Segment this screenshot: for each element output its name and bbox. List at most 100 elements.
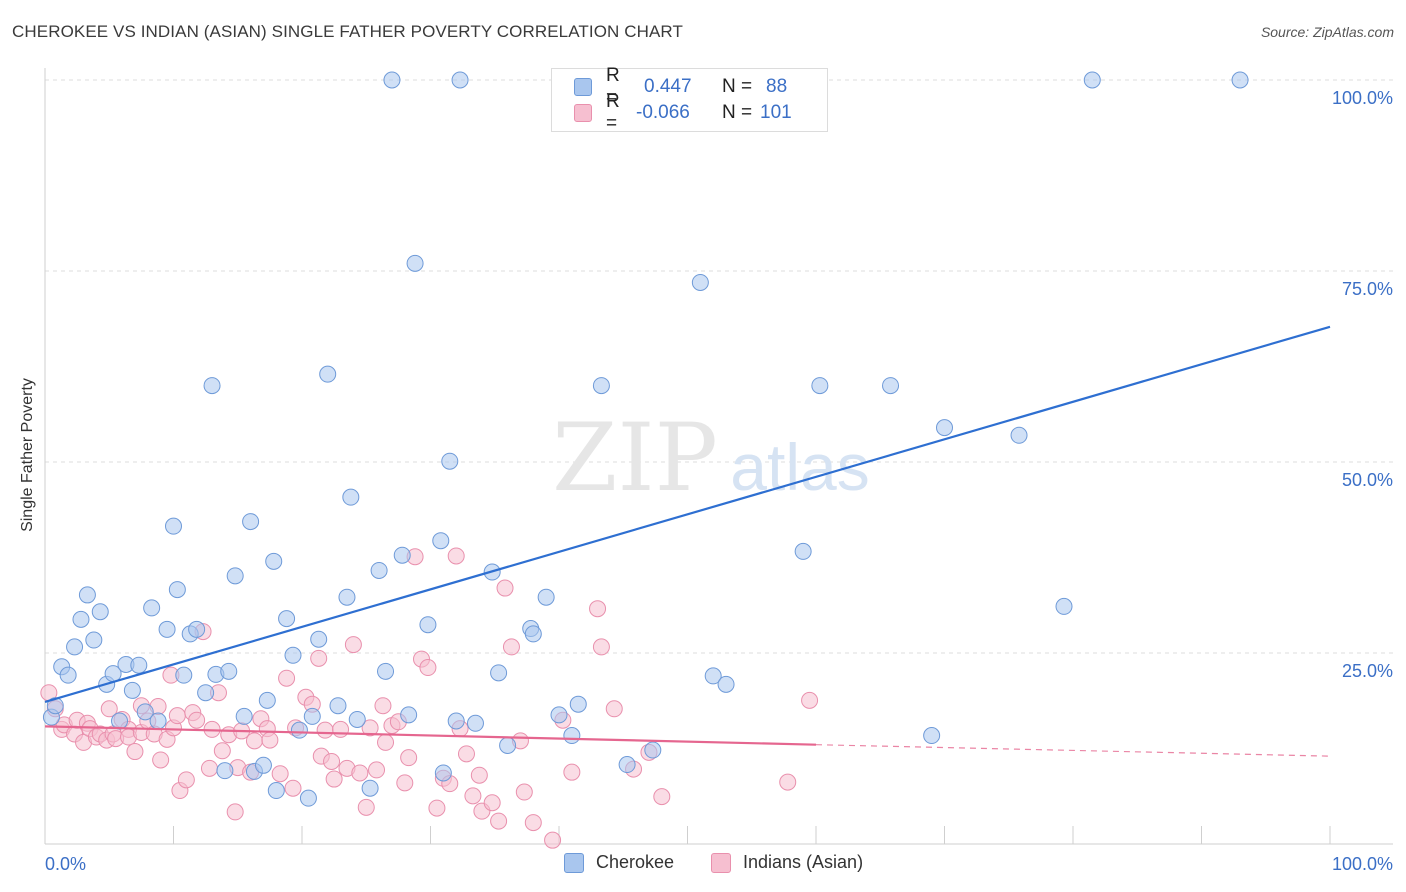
indian-asian-point	[213, 742, 231, 760]
cherokee-point	[400, 706, 418, 724]
x-tick-label: 0.0%	[45, 854, 86, 874]
indian-asian-point	[278, 669, 296, 687]
cherokee-point	[882, 377, 900, 395]
cherokee-points	[42, 71, 1249, 807]
indian-asian-point	[245, 732, 263, 750]
cherokee-point	[447, 712, 465, 730]
cherokee-point	[794, 542, 812, 560]
cherokee-point	[319, 365, 337, 383]
cherokee-point	[310, 630, 328, 648]
indian-asian-trend-extension	[815, 744, 1331, 757]
cherokee-point	[188, 620, 206, 638]
indian-asian-point	[126, 743, 144, 761]
indian-asian-point	[502, 638, 520, 656]
indian-asian-point	[100, 700, 118, 718]
indian-asian-point	[323, 752, 341, 770]
indian-swatch	[574, 104, 592, 122]
cherokee-point	[377, 662, 395, 680]
indian-asian-points	[40, 547, 819, 849]
indian-asian-point	[457, 745, 475, 763]
indian-asian-point	[271, 765, 289, 783]
cherokee-point	[220, 662, 238, 680]
indian-asian-point	[177, 771, 195, 789]
indian-asian-point	[361, 719, 379, 737]
cherokee-point	[226, 567, 244, 585]
cherokee-point	[85, 631, 103, 649]
cherokee-n-value: 88	[766, 76, 788, 97]
cherokee-point	[91, 603, 109, 621]
indian-asian-point	[261, 731, 279, 749]
cherokee-point	[242, 513, 260, 531]
cherokee-point	[338, 588, 356, 606]
indian-asian-point	[605, 700, 623, 718]
cherokee-point	[165, 517, 182, 535]
cherokee-point	[216, 762, 234, 780]
indian-legend-swatch	[711, 852, 731, 873]
indian-asian-point	[515, 783, 533, 801]
cherokee-point	[258, 691, 276, 709]
indian-asian-point	[351, 764, 369, 782]
cherokee-point	[175, 666, 193, 684]
cherokee-point	[66, 638, 84, 656]
cherokee-point	[267, 782, 285, 800]
gridlines	[45, 79, 1393, 654]
cherokee-point	[143, 599, 161, 617]
cherokee-point	[383, 71, 401, 89]
cherokee-point	[329, 697, 347, 715]
cherokee-point	[299, 789, 317, 807]
cherokee-point	[78, 586, 96, 604]
cherokee-point	[130, 656, 148, 674]
cherokee-swatch	[574, 78, 592, 96]
indian-asian-point	[226, 803, 244, 821]
cherokee-point	[550, 706, 568, 724]
cherokee-point	[290, 721, 308, 739]
cherokee-point	[618, 756, 636, 774]
indian-asian-point	[653, 788, 671, 806]
n-label: N =	[722, 102, 753, 123]
cherokee-point	[406, 254, 424, 272]
cherokee-point	[72, 610, 90, 628]
r-label: R =	[606, 91, 620, 134]
legend-item-indian[interactable]: Indians (Asian)	[711, 852, 863, 873]
cherokee-point	[434, 764, 452, 782]
indian-asian-trend-line	[44, 725, 817, 746]
source-label: Source: ZipAtlas.com	[1260, 24, 1394, 40]
indian-asian-point	[374, 697, 392, 715]
cherokee-point	[936, 419, 953, 437]
r-label: R =	[606, 65, 620, 108]
indian-asian-point	[377, 733, 395, 751]
indian-asian-point	[419, 659, 437, 677]
watermark-zip: ZIP	[552, 404, 718, 513]
cherokee-point	[499, 736, 517, 754]
indian-asian-point	[470, 766, 488, 784]
cherokee-legend-label: Cherokee	[596, 852, 675, 872]
y-axis-label: Single Father Poverty	[19, 378, 36, 532]
indian-asian-point	[447, 547, 465, 565]
indian-asian-point	[400, 749, 418, 767]
cherokee-point	[303, 707, 321, 725]
cherokee-point	[59, 666, 77, 684]
indian-asian-point	[496, 579, 514, 597]
cherokee-point	[811, 377, 829, 395]
cherokee-point	[717, 675, 735, 693]
cherokee-point	[490, 664, 508, 682]
cherokee-point	[644, 741, 662, 759]
cherokee-point	[592, 377, 610, 395]
cherokee-point	[704, 667, 722, 685]
series-legend: Cherokee Indians (Asian)	[0, 852, 1406, 878]
cherokee-point	[284, 646, 302, 664]
cherokee-point	[111, 712, 129, 730]
y-tick-label: 100.0%	[1332, 88, 1393, 108]
cherokee-point	[149, 712, 167, 730]
indian-n-value: 101	[760, 102, 792, 123]
x-tick-label: 100.0%	[1332, 854, 1393, 874]
cherokee-point	[361, 779, 379, 797]
cherokee-point	[370, 561, 388, 579]
indian-asian-point	[563, 763, 581, 781]
cherokee-point	[265, 552, 283, 570]
indian-asian-point	[368, 761, 386, 779]
indian-asian-point	[168, 707, 186, 725]
cherokee-point	[254, 756, 272, 774]
legend-item-cherokee[interactable]: Cherokee	[564, 852, 674, 873]
